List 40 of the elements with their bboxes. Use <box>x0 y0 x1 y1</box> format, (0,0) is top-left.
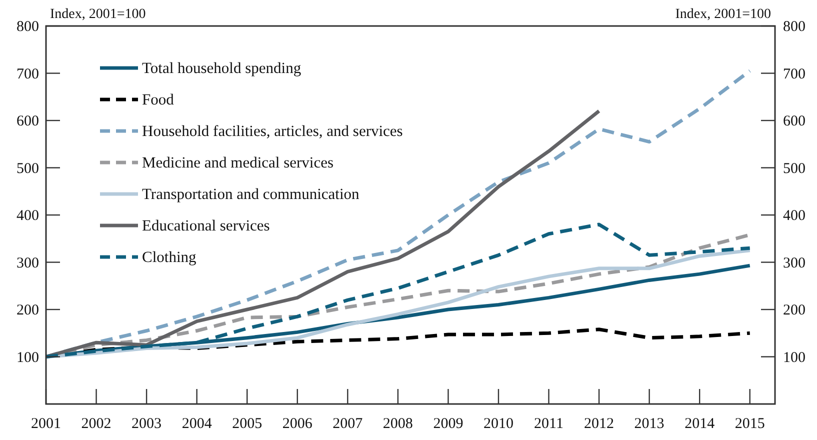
y-tick-label: 400 <box>16 208 39 224</box>
y2-tick-label: 700 <box>783 66 806 82</box>
y2-axis-title: Index, 2001=100 <box>675 7 771 22</box>
y2-tick-label: 400 <box>783 208 806 224</box>
x-tick-label: 2004 <box>182 416 212 432</box>
y-tick-label: 100 <box>16 350 39 366</box>
y-tick-label: 500 <box>16 160 39 177</box>
legend-label: Food <box>142 92 174 108</box>
x-tick-label: 2009 <box>433 416 464 432</box>
x-tick-label: 2011 <box>534 416 564 432</box>
x-tick-label: 2006 <box>282 416 313 432</box>
x-tick-label: 2013 <box>634 416 664 432</box>
x-tick-label: 2007 <box>332 416 364 432</box>
x-tick-label: 2014 <box>684 416 716 432</box>
y-tick-label: 200 <box>16 302 39 318</box>
x-tick-label: 2012 <box>584 416 614 432</box>
y-axis-title: Index, 2001=100 <box>50 7 146 22</box>
y2-tick-label: 300 <box>783 255 806 272</box>
legend-label: Transportation and communication <box>142 186 360 203</box>
y2-tick-label: 800 <box>783 19 806 35</box>
x-tick-label: 2010 <box>483 416 514 432</box>
x-tick-label: 2003 <box>132 416 162 432</box>
y-tick-label: 600 <box>16 114 39 130</box>
x-tick-label: 2005 <box>232 416 262 432</box>
y2-tick-label: 600 <box>783 114 806 130</box>
x-tick-label: 2015 <box>734 416 765 432</box>
y2-tick-label: 500 <box>783 160 806 177</box>
x-tick-label: 2008 <box>382 416 413 432</box>
y-tick-label: 800 <box>16 19 39 35</box>
y-tick-label: 300 <box>16 255 39 272</box>
y2-tick-label: 100 <box>783 350 806 366</box>
legend-label: Medicine and medical services <box>142 154 334 172</box>
x-tick-label: 2001 <box>31 416 61 432</box>
legend-label: Educational services <box>142 218 270 234</box>
legend-label: Clothing <box>142 249 197 266</box>
y2-tick-label: 200 <box>783 302 806 318</box>
legend-label: Total household spending <box>142 60 302 77</box>
x-tick-label: 2002 <box>81 416 112 432</box>
legend-label: Household facilities, articles, and services <box>142 123 403 140</box>
y-tick-label: 700 <box>16 66 39 82</box>
